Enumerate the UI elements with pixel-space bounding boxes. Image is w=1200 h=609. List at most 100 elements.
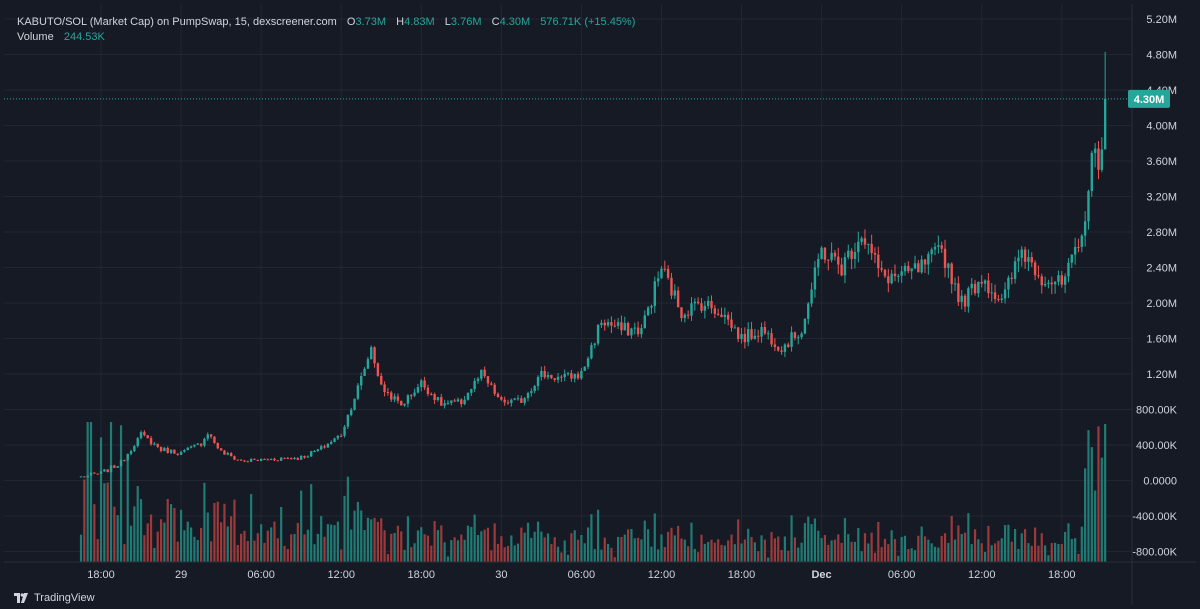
candle-body: [83, 476, 86, 478]
candle-body: [530, 391, 533, 394]
candle-body: [993, 292, 997, 299]
volume-bar: [400, 531, 403, 562]
volume-bar: [937, 547, 940, 562]
candle-body: [960, 295, 963, 302]
candle-body: [750, 329, 753, 339]
volume-bar: [199, 527, 203, 562]
volume-bar: [823, 535, 827, 562]
candle-body: [536, 376, 540, 387]
candle-body: [229, 453, 233, 457]
candle-body: [426, 387, 430, 395]
candle-body: [830, 252, 833, 261]
x-tick-label: 06:00: [247, 569, 275, 581]
volume-bar: [1023, 529, 1027, 562]
candle-body: [159, 446, 163, 452]
candle-body: [780, 350, 783, 352]
volume-bar: [1030, 545, 1033, 562]
volume-bar: [620, 536, 623, 562]
price-chart[interactable]: 5.20M4.80M4.40M4.00M3.60M3.20M2.80M2.40M…: [4, 4, 1196, 605]
volume-bar: [810, 524, 813, 562]
candle-body: [803, 318, 807, 334]
candle-body: [360, 375, 363, 386]
volume-bar: [930, 543, 933, 562]
volume-bar: [89, 422, 93, 562]
chart-legend: KABUTO/SOL (Market Cap) on PumpSwap, 15,…: [17, 15, 635, 45]
candle-body: [166, 447, 169, 453]
volume-bar: [1074, 538, 1077, 562]
volume-bar: [637, 537, 640, 562]
volume-bar: [900, 537, 903, 562]
candle-body: [1043, 283, 1047, 286]
candle-body: [736, 327, 740, 340]
candle-body: [176, 453, 179, 455]
tradingview-attribution[interactable]: TradingView: [14, 592, 95, 604]
legend-symbol-row: KABUTO/SOL (Market Cap) on PumpSwap, 15,…: [17, 15, 635, 30]
candle-body: [643, 315, 646, 329]
volume-bar: [760, 535, 763, 562]
candle-body: [573, 373, 576, 379]
volume-bar: [513, 545, 516, 562]
candle-body: [219, 448, 223, 451]
volume-bar: [163, 522, 166, 562]
volume-bar: [1020, 533, 1023, 562]
candle-body: [593, 343, 596, 346]
chart-frame[interactable]: 5.20M4.80M4.40M4.00M3.60M3.20M2.80M2.40M…: [4, 4, 1196, 605]
candle-body: [350, 409, 353, 416]
volume-bar: [980, 543, 983, 562]
candle-body: [93, 472, 96, 474]
candle-body: [396, 396, 400, 401]
candle-body: [440, 397, 443, 406]
volume-bar: [797, 547, 800, 562]
candle-body: [847, 250, 850, 258]
volume-bar: [553, 537, 556, 562]
volume-bar: [246, 540, 249, 562]
candle-body: [299, 455, 303, 460]
candle-body: [980, 281, 983, 284]
candle-body: [823, 247, 827, 260]
candle-body: [633, 327, 636, 329]
y-tick-label: -400.00K: [1132, 511, 1177, 523]
candle-body: [233, 456, 236, 460]
volume-bar: [220, 522, 223, 562]
tradingview-brand: TradingView: [34, 592, 95, 604]
candle-body: [967, 288, 970, 307]
candle-body: [490, 383, 493, 385]
candle-body: [1047, 282, 1050, 284]
candle-body: [890, 273, 893, 284]
volume-bar: [1047, 555, 1050, 562]
volume-bar: [920, 526, 923, 562]
candle-body: [1003, 289, 1007, 299]
volume-bar: [717, 539, 720, 562]
volume-bar: [386, 554, 390, 562]
candle-body: [353, 398, 356, 410]
volume-bar: [870, 532, 873, 562]
candle-body: [520, 398, 523, 403]
candle-body: [316, 449, 320, 451]
volume-bar: [940, 535, 943, 562]
volume-bar: [266, 530, 269, 562]
candle-body: [553, 378, 556, 380]
candle-body: [306, 456, 310, 458]
candle-body: [393, 396, 396, 400]
candle-body: [783, 344, 787, 352]
volume-bar: [320, 516, 323, 562]
candle-body: [583, 366, 586, 371]
volume-bar: [233, 499, 236, 562]
candle-body: [1053, 281, 1057, 285]
volume-bar: [546, 533, 550, 562]
candle-body: [1077, 246, 1080, 248]
candle-body: [907, 265, 910, 272]
candle-body: [1103, 98, 1107, 150]
volume-bar: [1094, 490, 1097, 562]
candle-body: [303, 455, 306, 458]
candle-body: [336, 435, 340, 439]
volume-bar: [890, 530, 893, 562]
candle-body: [560, 376, 563, 378]
volume-bar: [86, 422, 89, 562]
volume-bar: [189, 527, 193, 562]
volume-bar: [573, 530, 576, 562]
candle-body: [433, 394, 436, 401]
candle-body: [793, 332, 797, 338]
x-tick-label: 18:00: [408, 569, 436, 581]
volume-bar: [79, 534, 83, 562]
